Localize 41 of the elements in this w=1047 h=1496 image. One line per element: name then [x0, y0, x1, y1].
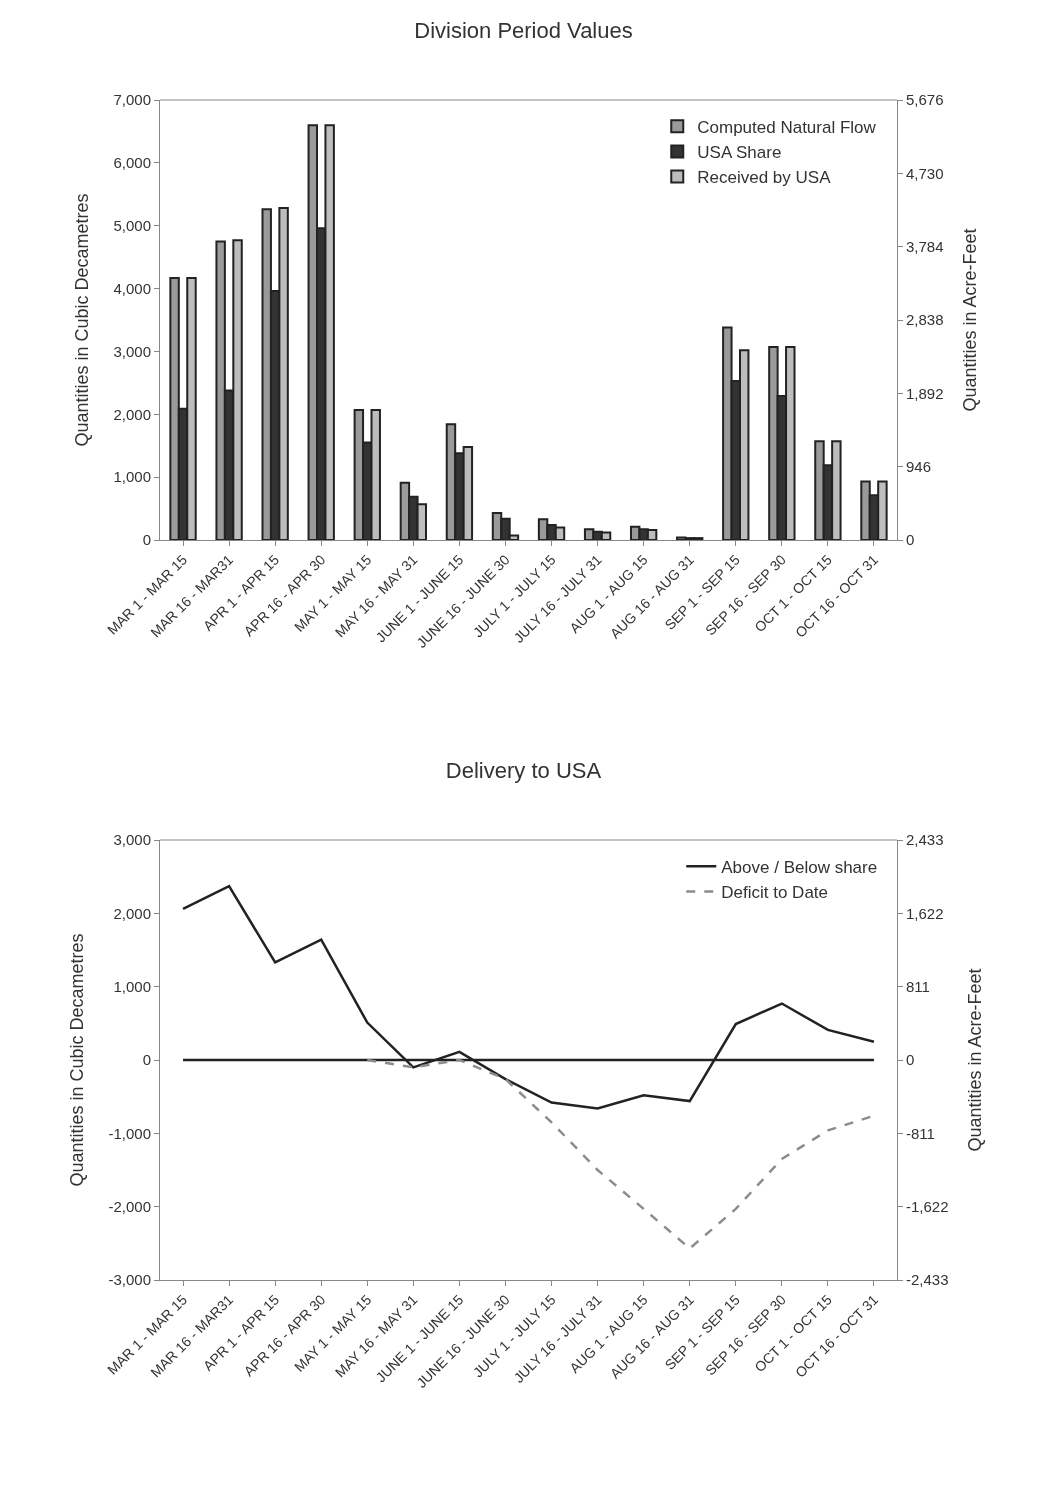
y2-tick-label: -1,622 [906, 1197, 949, 1215]
line-series [181, 884, 876, 1110]
y-tick-label: 2,000 [113, 904, 151, 922]
legend-label: Received by USA [697, 168, 832, 188]
y2-tick-label: 1,892 [906, 384, 944, 402]
y-tick-label: 2,000 [113, 405, 151, 423]
y2-axis-title: Quantities in Acre-Feet [959, 228, 980, 412]
y-tick-label: 0 [142, 531, 151, 549]
legend-label: USA Share [697, 143, 782, 163]
chart-title: Division Period Values [414, 17, 633, 43]
y2-tick-label: 3,784 [906, 237, 944, 255]
y-tick-label: 1,000 [113, 468, 151, 486]
y-tick-label: 0 [142, 1051, 151, 1069]
y-tick-label: 7,000 [113, 91, 151, 109]
y2-tick-label: 0 [906, 1051, 915, 1069]
legend-label: Computed Natural Flow [697, 117, 877, 137]
y-axis-title: Quantities in Cubic Decametres [66, 933, 87, 1187]
y2-tick-label: 2,838 [906, 311, 944, 329]
y-axis-title: Quantities in Cubic Decametres [71, 193, 92, 447]
y-tick-label: -2,000 [108, 1197, 151, 1215]
y2-axis-title: Quantities in Acre-Feet [964, 968, 985, 1152]
y2-tick-label: 1,622 [906, 904, 944, 922]
legend-label: Above / Below share [721, 857, 878, 877]
y2-tick-label: 946 [906, 457, 932, 475]
y-tick-label: -1,000 [108, 1124, 151, 1142]
y-tick-label: 6,000 [113, 154, 151, 172]
y2-tick-label: 0 [906, 531, 915, 549]
y2-tick-label: 2,433 [906, 831, 944, 849]
y-tick-label: 4,000 [113, 279, 151, 297]
y-tick-label: 3,000 [113, 831, 151, 849]
y2-tick-label: 4,730 [906, 164, 944, 182]
chart-title: Delivery to USA [445, 757, 602, 783]
y-tick-label: 1,000 [113, 977, 151, 995]
y-tick-label: -3,000 [108, 1271, 151, 1289]
y2-tick-label: 5,676 [906, 91, 944, 109]
y-tick-label: 5,000 [113, 216, 151, 234]
y2-tick-label: -2,433 [906, 1271, 949, 1289]
y-tick-label: 3,000 [113, 342, 151, 360]
y2-tick-label: 811 [906, 977, 930, 995]
legend-label: Deficit to Date [721, 883, 829, 903]
y2-tick-label: -811 [906, 1124, 935, 1142]
